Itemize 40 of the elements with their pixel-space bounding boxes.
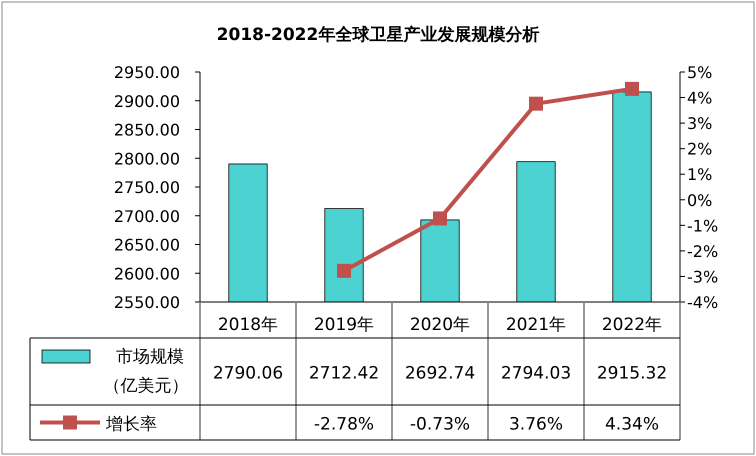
y2-tick-label: 3% [687, 114, 712, 134]
data-label: 2915.32 [596, 364, 668, 384]
y2-tick-label: -1% [687, 216, 718, 236]
y-tick-label: 2650.00 [114, 236, 180, 254]
data-label: 2692.74 [404, 364, 476, 384]
chart-title: 2018-2022年全球卫星产业发展规模分析 [216, 25, 540, 45]
y2-tick-label: 5% [687, 63, 712, 82]
x-tick-label: 2019年 [314, 315, 374, 335]
y2-tick-label: 4% [687, 88, 712, 108]
y2-tick-label: 0% [687, 190, 712, 210]
x-tick-label: 2021年 [506, 315, 566, 335]
y2-tick-label: 2% [687, 140, 712, 159]
data-label: 4.34% [604, 414, 660, 434]
legend-label: 增长率 [105, 414, 157, 434]
point [433, 211, 447, 226]
y2-tick-label: -2% [687, 242, 718, 261]
y-tick-label: 2700.00 [114, 206, 180, 226]
y-tick-label: 2850.00 [114, 120, 180, 140]
y2-tick-label: -4% [687, 293, 718, 312]
y-tick-label: 2800.00 [114, 149, 180, 168]
y-tick-label: 2900.00 [114, 92, 180, 111]
point [337, 264, 351, 278]
data-label: 2712.42 [308, 364, 380, 384]
y2-tick-label: -3% [687, 267, 718, 286]
x-tick-label: 2022年 [602, 315, 662, 335]
point [529, 96, 543, 111]
y-tick-label: 2750.00 [114, 178, 180, 197]
x-tick-label: 2020年 [410, 315, 470, 335]
data-label: -2.78% [314, 414, 374, 434]
data-label: 2790.06 [212, 364, 284, 384]
legend-label: 市场规模（亿美元） [104, 347, 188, 396]
x-tick-label: 2018年 [218, 315, 278, 335]
y-tick-label: 2550.00 [114, 293, 180, 312]
data-label: 3.76% [508, 414, 564, 434]
data-label: -0.73% [410, 414, 470, 434]
y2-tick-label: 1% [687, 165, 712, 184]
y-tick-label: 2950.00 [114, 63, 180, 82]
y-tick-label: 2600.00 [114, 264, 180, 284]
point [625, 82, 639, 96]
data-label: 2794.03 [500, 364, 572, 384]
